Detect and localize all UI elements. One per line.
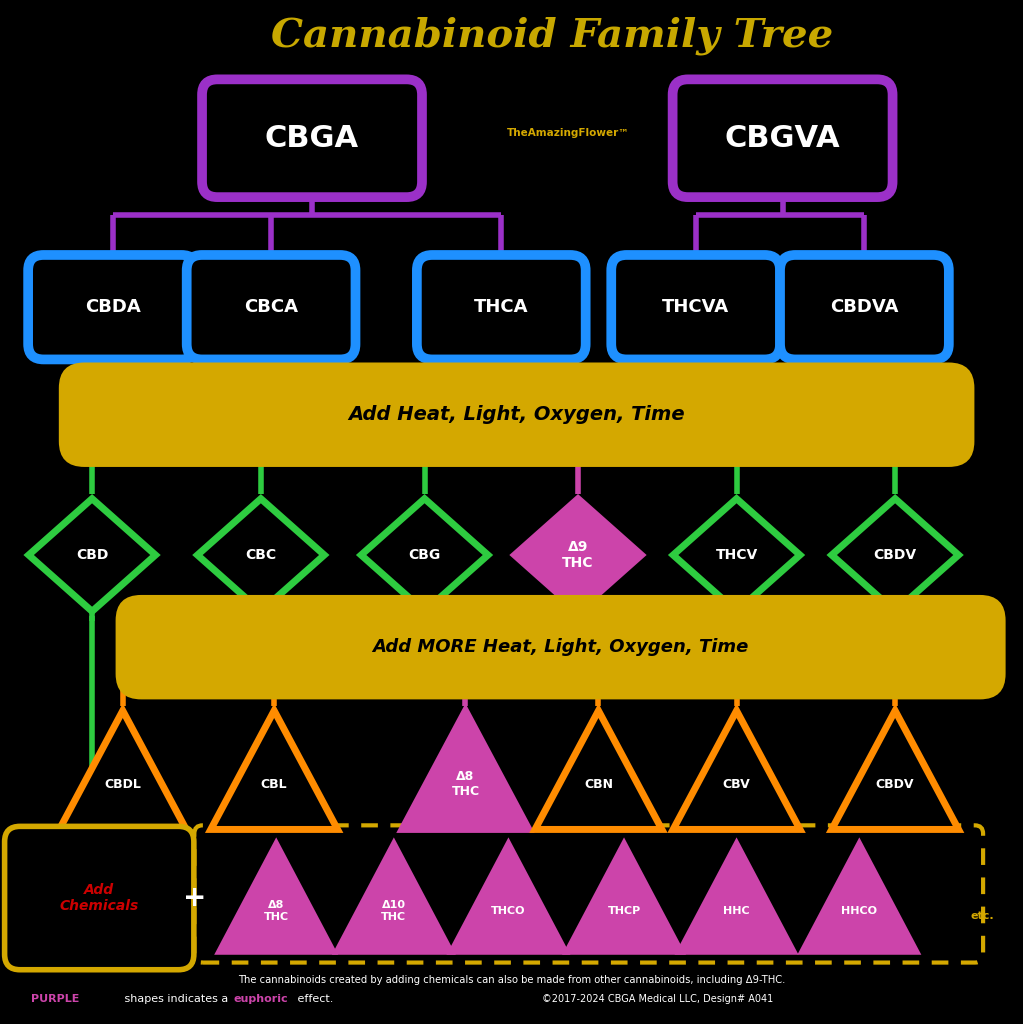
Text: CBCA: CBCA — [244, 298, 298, 316]
Text: shapes indicates a: shapes indicates a — [121, 994, 231, 1005]
Polygon shape — [568, 845, 680, 951]
Text: CBDV: CBDV — [876, 778, 915, 791]
Text: CBDVA: CBDVA — [831, 298, 898, 316]
Text: +: + — [183, 884, 206, 912]
FancyBboxPatch shape — [203, 80, 421, 197]
FancyBboxPatch shape — [5, 826, 194, 970]
Text: Add Heat, Light, Oxygen, Time: Add Heat, Light, Oxygen, Time — [348, 406, 685, 424]
Text: 🌿: 🌿 — [559, 95, 577, 124]
Text: HHC: HHC — [723, 906, 750, 915]
Text: Δ10
THC: Δ10 THC — [382, 900, 406, 922]
Text: THCA: THCA — [474, 298, 529, 316]
Text: CBGA: CBGA — [265, 124, 359, 153]
FancyBboxPatch shape — [186, 255, 356, 359]
Polygon shape — [29, 499, 155, 611]
Text: THCO: THCO — [491, 906, 526, 915]
FancyBboxPatch shape — [780, 255, 949, 359]
Text: CBN: CBN — [584, 778, 613, 791]
Polygon shape — [832, 711, 959, 829]
FancyBboxPatch shape — [673, 80, 892, 197]
Text: CBD: CBD — [76, 548, 108, 562]
Polygon shape — [402, 711, 529, 829]
Polygon shape — [535, 711, 662, 829]
Text: HHCO: HHCO — [841, 906, 878, 915]
Polygon shape — [59, 711, 186, 829]
Text: effect.: effect. — [294, 994, 332, 1005]
Text: CBV: CBV — [722, 778, 751, 791]
Polygon shape — [515, 499, 641, 611]
Text: THCV: THCV — [715, 548, 758, 562]
Text: PURPLE: PURPLE — [31, 994, 79, 1005]
Text: Δ8
THC: Δ8 THC — [264, 900, 288, 922]
Text: ©2017-2024 CBGA Medical LLC, Design# A041: ©2017-2024 CBGA Medical LLC, Design# A04… — [542, 994, 773, 1005]
FancyBboxPatch shape — [612, 255, 781, 359]
Polygon shape — [452, 845, 565, 951]
Polygon shape — [211, 711, 338, 829]
Polygon shape — [832, 499, 959, 611]
Text: CBDL: CBDL — [104, 778, 141, 791]
Polygon shape — [673, 499, 800, 611]
Text: The cannabinoids created by adding chemicals can also be made from other cannabi: The cannabinoids created by adding chemi… — [237, 975, 786, 985]
Polygon shape — [803, 845, 916, 951]
Text: CBG: CBG — [408, 548, 441, 562]
Text: euphoric: euphoric — [233, 994, 287, 1005]
Text: CBL: CBL — [261, 778, 287, 791]
Text: TheAmazingFlower™: TheAmazingFlower™ — [506, 128, 629, 138]
Text: CBGVA: CBGVA — [724, 124, 841, 153]
Polygon shape — [220, 845, 332, 951]
Text: Δ9
THC: Δ9 THC — [563, 540, 593, 570]
Polygon shape — [680, 845, 793, 951]
FancyBboxPatch shape — [59, 362, 974, 467]
Polygon shape — [361, 499, 488, 611]
Text: etc.: etc. — [970, 911, 994, 922]
Polygon shape — [673, 711, 800, 829]
Polygon shape — [338, 845, 450, 951]
Text: Add MORE Heat, Light, Oxygen, Time: Add MORE Heat, Light, Oxygen, Time — [372, 638, 749, 656]
Text: Cannabinoid Family Tree: Cannabinoid Family Tree — [271, 16, 834, 55]
Text: Δ8
THC: Δ8 THC — [451, 770, 480, 799]
Text: CBDV: CBDV — [874, 548, 917, 562]
FancyBboxPatch shape — [28, 255, 196, 359]
Text: Add
Chemicals: Add Chemicals — [59, 883, 139, 913]
Text: THCVA: THCVA — [662, 298, 729, 316]
Polygon shape — [197, 499, 324, 611]
Text: CBC: CBC — [246, 548, 276, 562]
FancyBboxPatch shape — [116, 595, 1006, 699]
FancyBboxPatch shape — [417, 255, 585, 359]
Text: THCP: THCP — [608, 906, 640, 915]
Text: CBDA: CBDA — [85, 298, 140, 316]
